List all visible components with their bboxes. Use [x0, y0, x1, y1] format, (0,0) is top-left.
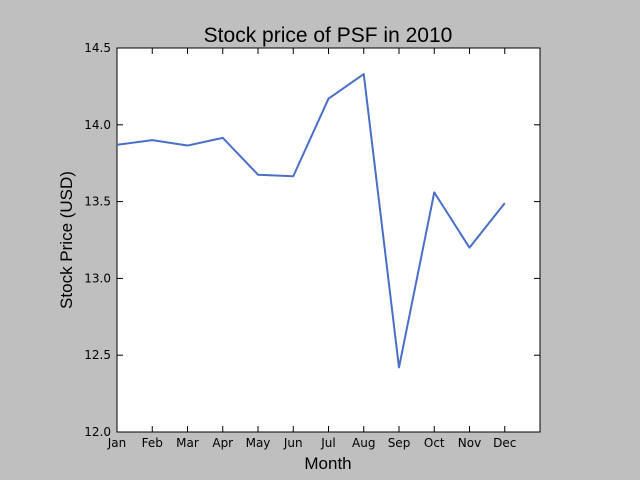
x-axis: Jan Feb Mar Apr May Jun Jul Aug Sep Oct Nov Dec [107, 48, 516, 450]
plot-area [116, 47, 541, 433]
x-tick-label: Apr [212, 436, 233, 450]
x-tick-label: Jan [107, 436, 127, 450]
y-tick-label: 13.0 [84, 271, 111, 285]
x-tick-label: Sep [388, 436, 411, 450]
y-tick-label: 12.5 [84, 348, 111, 362]
y-axis: 12.0 12.5 13.0 13.5 14.0 14.5 [84, 41, 540, 439]
x-tick-label: Jul [320, 436, 335, 450]
chart-title: Stock price of PSF in 2010 [204, 24, 453, 47]
x-tick-label: Nov [458, 436, 481, 450]
y-axis-label: Stock Price (USD) [57, 171, 76, 309]
y-tick-label: 14.0 [84, 118, 111, 132]
y-tick-label: 13.5 [84, 195, 111, 209]
x-tick-label: May [246, 436, 271, 450]
x-tick-label: Jun [283, 436, 303, 450]
series-line [116, 73, 506, 369]
x-tick-label: Dec [493, 436, 516, 450]
y-tick-label: 14.5 [84, 41, 111, 55]
x-axis-label: Month [304, 454, 351, 473]
x-tick-label: Aug [352, 436, 375, 450]
x-tick-label: Mar [176, 436, 199, 450]
x-tick-label: Oct [424, 436, 445, 450]
y-tick-label: 12.0 [84, 425, 111, 439]
x-tick-label: Feb [142, 436, 163, 450]
